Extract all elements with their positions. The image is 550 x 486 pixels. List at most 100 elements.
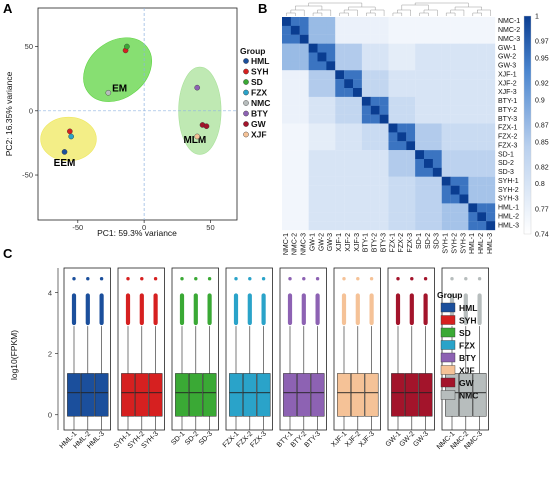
heatmap-cell xyxy=(299,43,309,53)
heatmap-cell xyxy=(459,17,469,27)
boxplot-legend-key-xjf xyxy=(440,365,456,375)
heatmap-cell xyxy=(379,96,389,106)
pca-y-tick-label: 50 xyxy=(25,42,33,51)
heatmap-cell xyxy=(335,141,345,151)
heatmap-cell xyxy=(379,105,389,115)
heatmap-cell xyxy=(379,123,389,133)
heatmap-cell xyxy=(361,105,371,115)
heatmap-cell xyxy=(308,70,318,80)
heatmap-cell xyxy=(344,185,354,195)
heatmap-row-label: XJF-1 xyxy=(498,71,517,78)
heatmap-cell xyxy=(397,194,407,204)
pca-point-sd xyxy=(124,43,130,50)
heatmap-cell xyxy=(424,212,434,222)
heatmap-cell xyxy=(388,96,398,106)
heatmap-row-label: FZX-3 xyxy=(498,142,518,149)
heatmap-cell xyxy=(415,52,425,62)
heatmap-cell xyxy=(317,43,327,53)
heatmap-cell xyxy=(468,96,478,106)
heatmap-cell xyxy=(432,203,442,213)
colorbar-tick-label: 1 xyxy=(535,14,539,21)
heatmap-cell xyxy=(335,43,345,53)
pca-legend-label: BTY xyxy=(251,109,268,119)
heatmap-cell xyxy=(441,61,451,71)
heatmap-cell xyxy=(459,167,469,177)
boxplot-legend-label: FZX xyxy=(459,341,475,351)
heatmap-cell xyxy=(353,34,363,44)
heatmap-cell xyxy=(282,123,292,133)
box-iqr xyxy=(134,373,149,417)
heatmap-cell xyxy=(344,52,354,62)
heatmap-cell xyxy=(459,114,469,124)
heatmap-cell xyxy=(379,167,389,177)
heatmap-cell xyxy=(317,88,327,98)
heatmap-cell xyxy=(450,159,460,169)
heatmap-cell xyxy=(317,17,327,27)
heatmap-cell xyxy=(397,43,407,53)
pca-point-fzx xyxy=(68,133,74,140)
heatmap-column-label: SYH-3 xyxy=(460,233,467,254)
heatmap-cell xyxy=(361,79,371,89)
boxplot-legend-label: GW xyxy=(459,378,475,388)
pca-legend-label: FZX xyxy=(251,88,267,98)
heatmap-cell xyxy=(282,167,292,177)
box-outlier-point xyxy=(126,276,130,281)
heatmap-cell xyxy=(388,88,398,98)
heatmap-cell xyxy=(344,70,354,80)
colorbar-tick-label: 0.92 xyxy=(535,81,549,88)
heatmap-cell xyxy=(282,150,292,160)
heatmap-cell xyxy=(308,88,318,98)
heatmap-cell xyxy=(361,185,371,195)
heatmap-cell xyxy=(282,34,292,44)
heatmap-cell xyxy=(308,34,318,44)
heatmap-cell xyxy=(441,79,451,89)
heatmap-cell xyxy=(424,185,434,195)
heatmap-cell xyxy=(459,123,469,133)
heatmap-cell xyxy=(486,123,496,133)
boxplot-sample-label: FZX-3 xyxy=(249,430,268,449)
heatmap-cell xyxy=(432,167,442,177)
colorbar-tick-label: 0.95 xyxy=(535,55,549,62)
heatmap-cell xyxy=(459,43,469,53)
heatmap-cell xyxy=(432,70,442,80)
heatmap-cell xyxy=(290,141,300,151)
heatmap-colorbar xyxy=(523,15,532,235)
heatmap-cell xyxy=(353,17,363,27)
heatmap-cell xyxy=(308,141,318,151)
pca-x-tick-label: 0 xyxy=(142,223,146,232)
heatmap-cell xyxy=(397,70,407,80)
box-outlier-point xyxy=(477,276,482,281)
box-outlier-point xyxy=(72,276,76,281)
heatmap-cell xyxy=(344,203,354,213)
heatmap-cell xyxy=(344,88,354,98)
heatmap-cell xyxy=(335,203,345,213)
heatmap-cell xyxy=(468,61,478,71)
heatmap-cell xyxy=(432,159,442,169)
heatmap-cell xyxy=(424,105,434,115)
boxplot-sample-label: SD-1 xyxy=(170,430,186,446)
heatmap-cell xyxy=(317,141,327,151)
heatmap-cell xyxy=(370,17,380,27)
pca-x-tick-label: -50 xyxy=(72,223,83,232)
heatmap-cell xyxy=(486,79,496,89)
heatmap-cell xyxy=(335,79,345,89)
heatmap-cell xyxy=(326,141,336,151)
heatmap-cell xyxy=(459,25,469,35)
heatmap-cell xyxy=(388,212,398,222)
box-outlier-point xyxy=(99,276,104,281)
heatmap-cell xyxy=(290,203,300,213)
heatmap-cell xyxy=(424,61,434,71)
heatmap-cell xyxy=(459,52,469,62)
heatmap-cell xyxy=(370,212,380,222)
heatmap-column-label: HML-3 xyxy=(487,233,494,254)
heatmap-cell xyxy=(344,114,354,124)
heatmap-cell xyxy=(397,79,407,89)
heatmap-cell xyxy=(317,34,327,44)
boxplot-legend-label: NMC xyxy=(459,391,478,401)
heatmap-cell xyxy=(361,88,371,98)
heatmap-cell xyxy=(477,114,487,124)
heatmap-cell xyxy=(388,167,398,177)
heatmap-column-label: FZX-3 xyxy=(407,233,414,253)
heatmap-cell xyxy=(326,114,336,124)
